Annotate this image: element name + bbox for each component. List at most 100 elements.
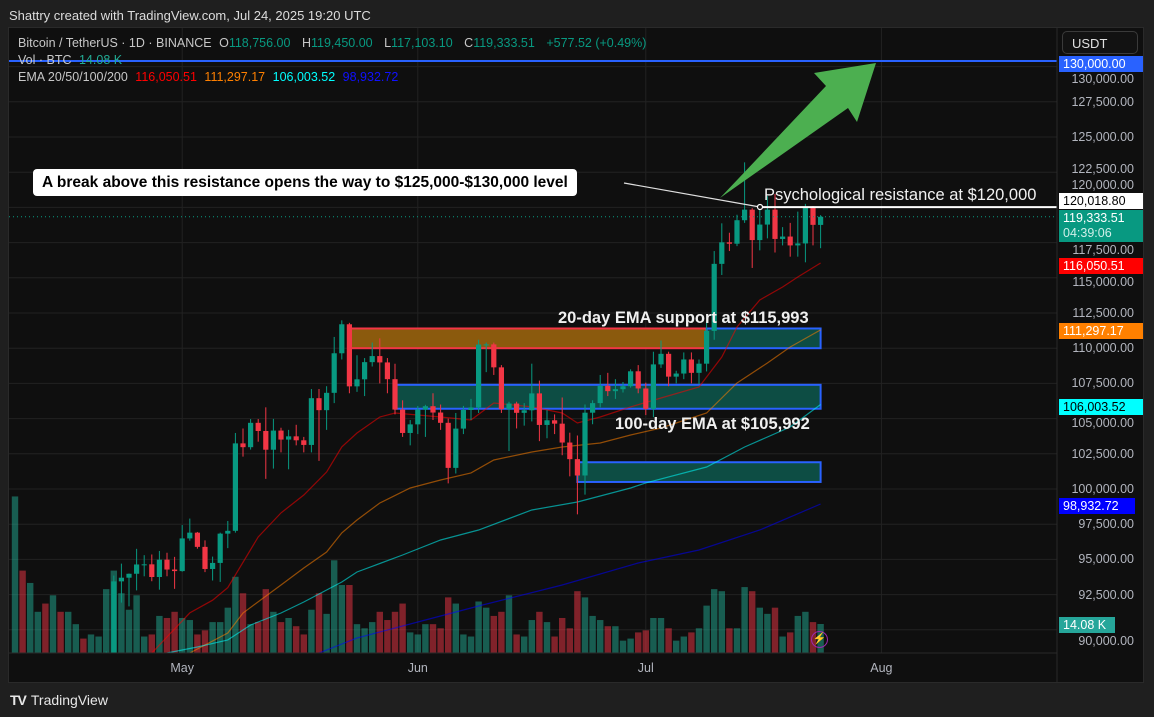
volume-bar xyxy=(133,595,140,653)
candle xyxy=(445,418,451,484)
breakout-callout[interactable]: A break above this resistance opens the … xyxy=(33,169,577,196)
candle xyxy=(810,205,816,246)
legend-ema[interactable]: EMA 20/50/100/200 116,050.51 111,297.17 … xyxy=(18,70,402,85)
volume-bar xyxy=(87,634,95,653)
legend-close: 119,333.51 xyxy=(473,36,535,50)
candle xyxy=(187,518,193,541)
candle-body xyxy=(643,388,649,409)
legend-o-label: O xyxy=(219,36,229,50)
volume-bar xyxy=(483,607,490,653)
volume-bar xyxy=(597,620,604,653)
volume-bar xyxy=(528,620,535,653)
candle-body xyxy=(544,420,550,425)
candle-body xyxy=(126,573,132,578)
resistance-zone xyxy=(348,327,708,350)
candle-body xyxy=(308,398,314,445)
candle xyxy=(704,321,710,372)
volume-bar xyxy=(505,595,513,653)
volume-bar xyxy=(270,611,277,653)
legend-symbol[interactable]: Bitcoin / TetherUS · 1D · BINANCE xyxy=(18,36,212,50)
volume-bar xyxy=(156,615,163,653)
footer-brand: TradingView xyxy=(30,692,108,708)
volume-bar xyxy=(148,634,155,653)
candle-body xyxy=(764,209,770,225)
legend-l-label: L xyxy=(384,36,392,50)
candle xyxy=(764,196,770,239)
candle-body xyxy=(802,207,808,244)
volume-bar xyxy=(72,624,79,653)
candle-body xyxy=(552,420,558,424)
candle-body xyxy=(156,559,162,577)
ema50-line xyxy=(189,329,821,653)
candle-body xyxy=(354,379,360,387)
lightning-icon[interactable]: ⚡ xyxy=(811,631,828,648)
candle xyxy=(118,563,124,603)
volume-bar xyxy=(361,628,368,653)
price-tick-label: 90,000.00 xyxy=(1078,634,1134,648)
candle xyxy=(422,404,428,437)
candle-body xyxy=(597,385,603,404)
volume-bar xyxy=(49,595,57,653)
candle xyxy=(179,525,185,572)
candle xyxy=(498,365,504,413)
candle-body xyxy=(293,436,299,441)
candle-body xyxy=(681,359,687,374)
candle xyxy=(407,420,413,446)
volume-bar xyxy=(604,626,611,653)
candle xyxy=(536,380,542,442)
volume-bar xyxy=(490,615,497,653)
candle-body xyxy=(742,209,748,221)
candle-body xyxy=(255,422,261,431)
ema100-label[interactable]: 100-day EMA at $105,992 xyxy=(615,415,810,433)
candle xyxy=(650,351,656,418)
candle-body xyxy=(704,330,710,364)
candle xyxy=(149,554,155,582)
price-tick-label: 125,000.00 xyxy=(1071,130,1134,144)
ema50-badge: 111,297.17 xyxy=(1059,323,1143,339)
candle-body xyxy=(818,216,824,225)
legend-h-label: H xyxy=(301,36,311,50)
candle-body xyxy=(521,410,527,413)
volume-bar xyxy=(277,622,285,653)
price-tick-label: 105,000.00 xyxy=(1071,416,1134,430)
volume-bar xyxy=(771,607,779,653)
candle xyxy=(787,222,793,257)
candle-body xyxy=(445,422,451,468)
candle xyxy=(582,404,588,495)
candle xyxy=(628,369,634,388)
ema20-support-label[interactable]: 20-day EMA support at $115,993 xyxy=(558,309,809,327)
psychological-resistance-label[interactable]: Psychological resistance at $120,000 xyxy=(764,186,1037,204)
price-tick-label: 100,000.00 xyxy=(1071,482,1134,496)
volume-bar xyxy=(384,620,391,653)
candle-body xyxy=(248,422,254,448)
legend-volume[interactable]: Vol · BTC 14.08 K xyxy=(18,53,126,68)
ema20-line xyxy=(151,262,821,653)
price-tick-label: 107,500.00 xyxy=(1071,376,1134,390)
candle-body xyxy=(696,363,702,373)
chart-panel[interactable] xyxy=(8,27,1144,683)
candle xyxy=(141,555,147,577)
currency-button[interactable]: USDT xyxy=(1062,31,1138,54)
candle xyxy=(134,548,140,591)
candle xyxy=(194,531,200,549)
candle xyxy=(514,401,520,429)
candle xyxy=(270,418,276,469)
volume-bar xyxy=(194,634,201,653)
candle xyxy=(460,405,466,435)
volume-bar xyxy=(422,624,429,653)
volume-bar xyxy=(125,609,133,653)
candle xyxy=(248,419,254,450)
candle xyxy=(377,338,383,384)
candle xyxy=(719,223,725,275)
candle-body xyxy=(468,407,474,411)
ema100-line xyxy=(166,404,821,653)
candle xyxy=(749,208,755,268)
candle xyxy=(673,370,679,384)
candle xyxy=(476,339,482,413)
volume-bar xyxy=(445,597,452,653)
candle xyxy=(232,432,238,533)
volume-bar xyxy=(764,613,771,653)
time-tick-label: May xyxy=(170,661,194,675)
volume-bar xyxy=(323,613,330,653)
